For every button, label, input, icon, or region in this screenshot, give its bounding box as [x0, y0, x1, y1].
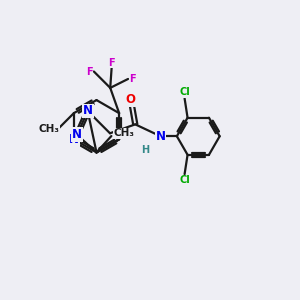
Text: O: O — [126, 93, 136, 106]
Text: F: F — [129, 74, 136, 84]
Text: CH₃: CH₃ — [38, 124, 59, 134]
Text: N: N — [155, 130, 166, 143]
Text: F: F — [108, 58, 115, 68]
Text: CH₃: CH₃ — [113, 128, 134, 138]
Text: H: H — [142, 145, 150, 154]
Text: Cl: Cl — [179, 175, 190, 185]
Text: N: N — [72, 128, 82, 141]
Text: Cl: Cl — [179, 88, 190, 98]
Text: F: F — [86, 67, 93, 76]
Text: N: N — [83, 104, 93, 118]
Text: N: N — [69, 133, 79, 146]
